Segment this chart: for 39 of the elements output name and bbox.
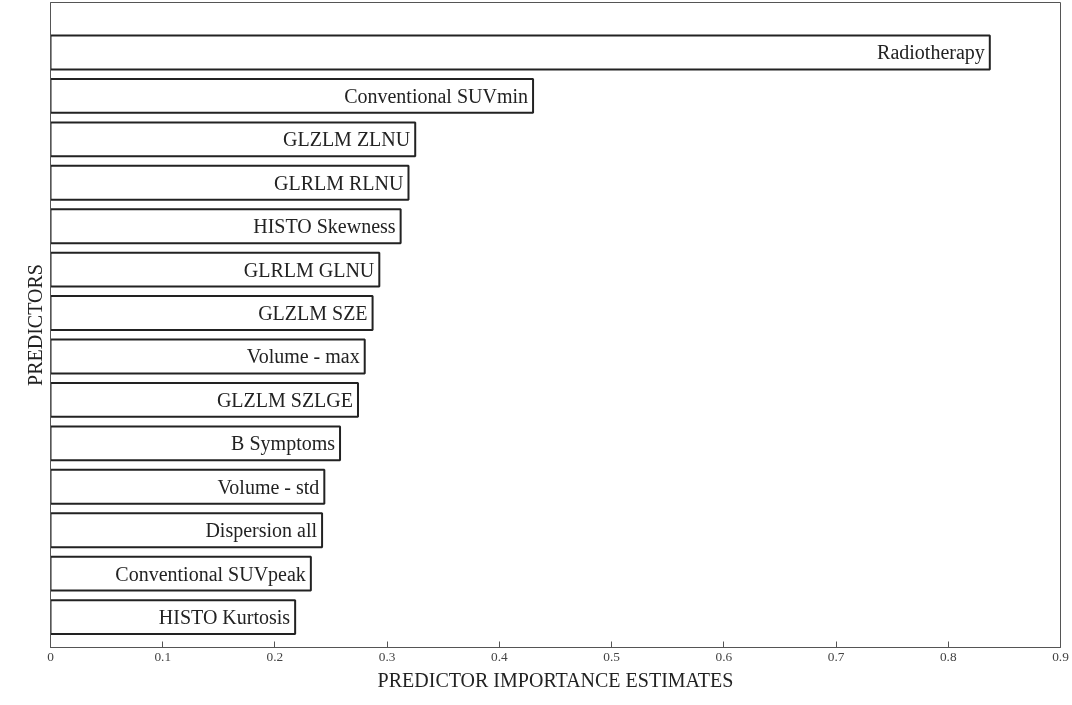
y-tick-label: B Symptoms	[231, 432, 336, 456]
x-axis-title: PREDICTOR IMPORTANCE ESTIMATES	[377, 668, 734, 691]
y-tick-label: Volume - max	[246, 345, 360, 368]
x-tick-label: 0.9	[1052, 648, 1070, 664]
x-tick-label: 0.7	[827, 648, 845, 664]
bar	[50, 512, 324, 549]
bar	[50, 295, 374, 331]
x-tick-label: 0.4	[491, 648, 509, 664]
y-tick-label: GLRLM RLNU	[274, 171, 405, 194]
x-tick-label: 0.6	[715, 648, 733, 664]
bar	[50, 121, 417, 158]
y-axis-title: PREDICTORS	[23, 264, 46, 386]
y-tick-label: GLZLM SZE	[258, 302, 368, 325]
y-tick-label: HISTO Skewness	[253, 215, 396, 238]
bar	[50, 468, 326, 505]
bar	[50, 34, 991, 71]
y-tick-label: HISTO Kurtosis	[158, 606, 291, 629]
bar	[50, 425, 342, 462]
y-tick-label: GLZLM SZLGE	[216, 388, 353, 411]
y-tick-label: Conventional SUVmin	[344, 84, 529, 107]
y-tick-label: Conventional SUVpeak	[115, 562, 306, 586]
y-tick-label: Volume - std	[217, 475, 320, 498]
x-tick-label: 0	[47, 648, 55, 664]
bar	[50, 338, 366, 375]
x-tick-label: 0.2	[266, 648, 284, 664]
x-tick-label: 0.5	[603, 648, 621, 664]
bar	[50, 251, 381, 288]
x-tick-label: 0.3	[378, 648, 396, 664]
x-tick-label: 0.1	[154, 648, 172, 664]
y-tick-label: Radiotherapy	[877, 41, 985, 65]
x-tick-label: 0.8	[939, 648, 957, 664]
y-tick-label: GLRLM GLNU	[243, 258, 375, 281]
y-tick-label: Dispersion all	[205, 519, 318, 543]
bar	[50, 381, 359, 418]
bar	[50, 77, 535, 114]
bar	[50, 208, 402, 245]
y-tick-label: GLZLM ZLNU	[283, 128, 411, 151]
bar	[50, 599, 297, 636]
bar	[50, 164, 410, 201]
